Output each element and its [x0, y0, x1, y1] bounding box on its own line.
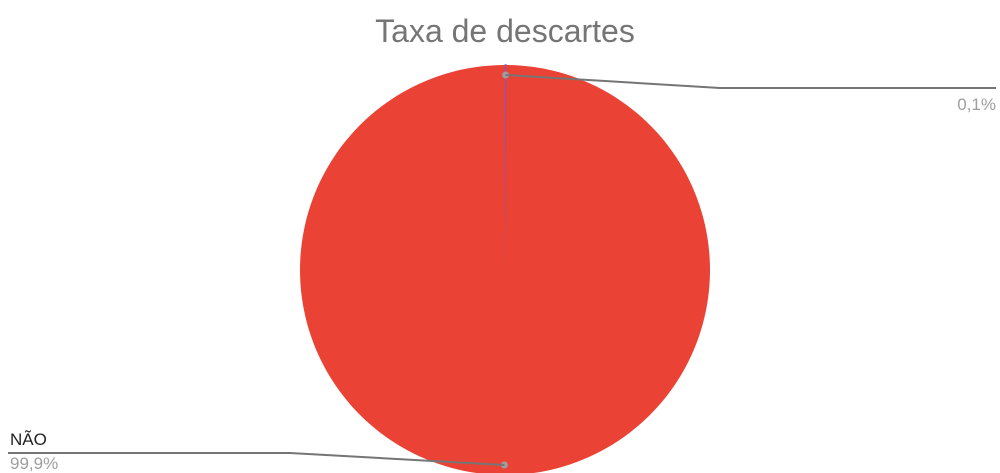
slice-labels: 0,1% NÃO 99,9% — [8, 71, 996, 473]
slice-0-label-value: 0,1% — [957, 95, 996, 114]
pie-slice-0 — [504, 64, 507, 271]
pie-slice-1 — [300, 65, 711, 473]
pie-slices — [300, 64, 711, 473]
slice-1-label-name: NÃO — [10, 430, 47, 449]
slice-0-leader-line — [505, 74, 996, 89]
slice-1-leader-line — [8, 452, 505, 466]
slice-1-label-value: 99,9% — [10, 454, 58, 473]
chart-title: Taxa de descartes — [375, 13, 635, 49]
